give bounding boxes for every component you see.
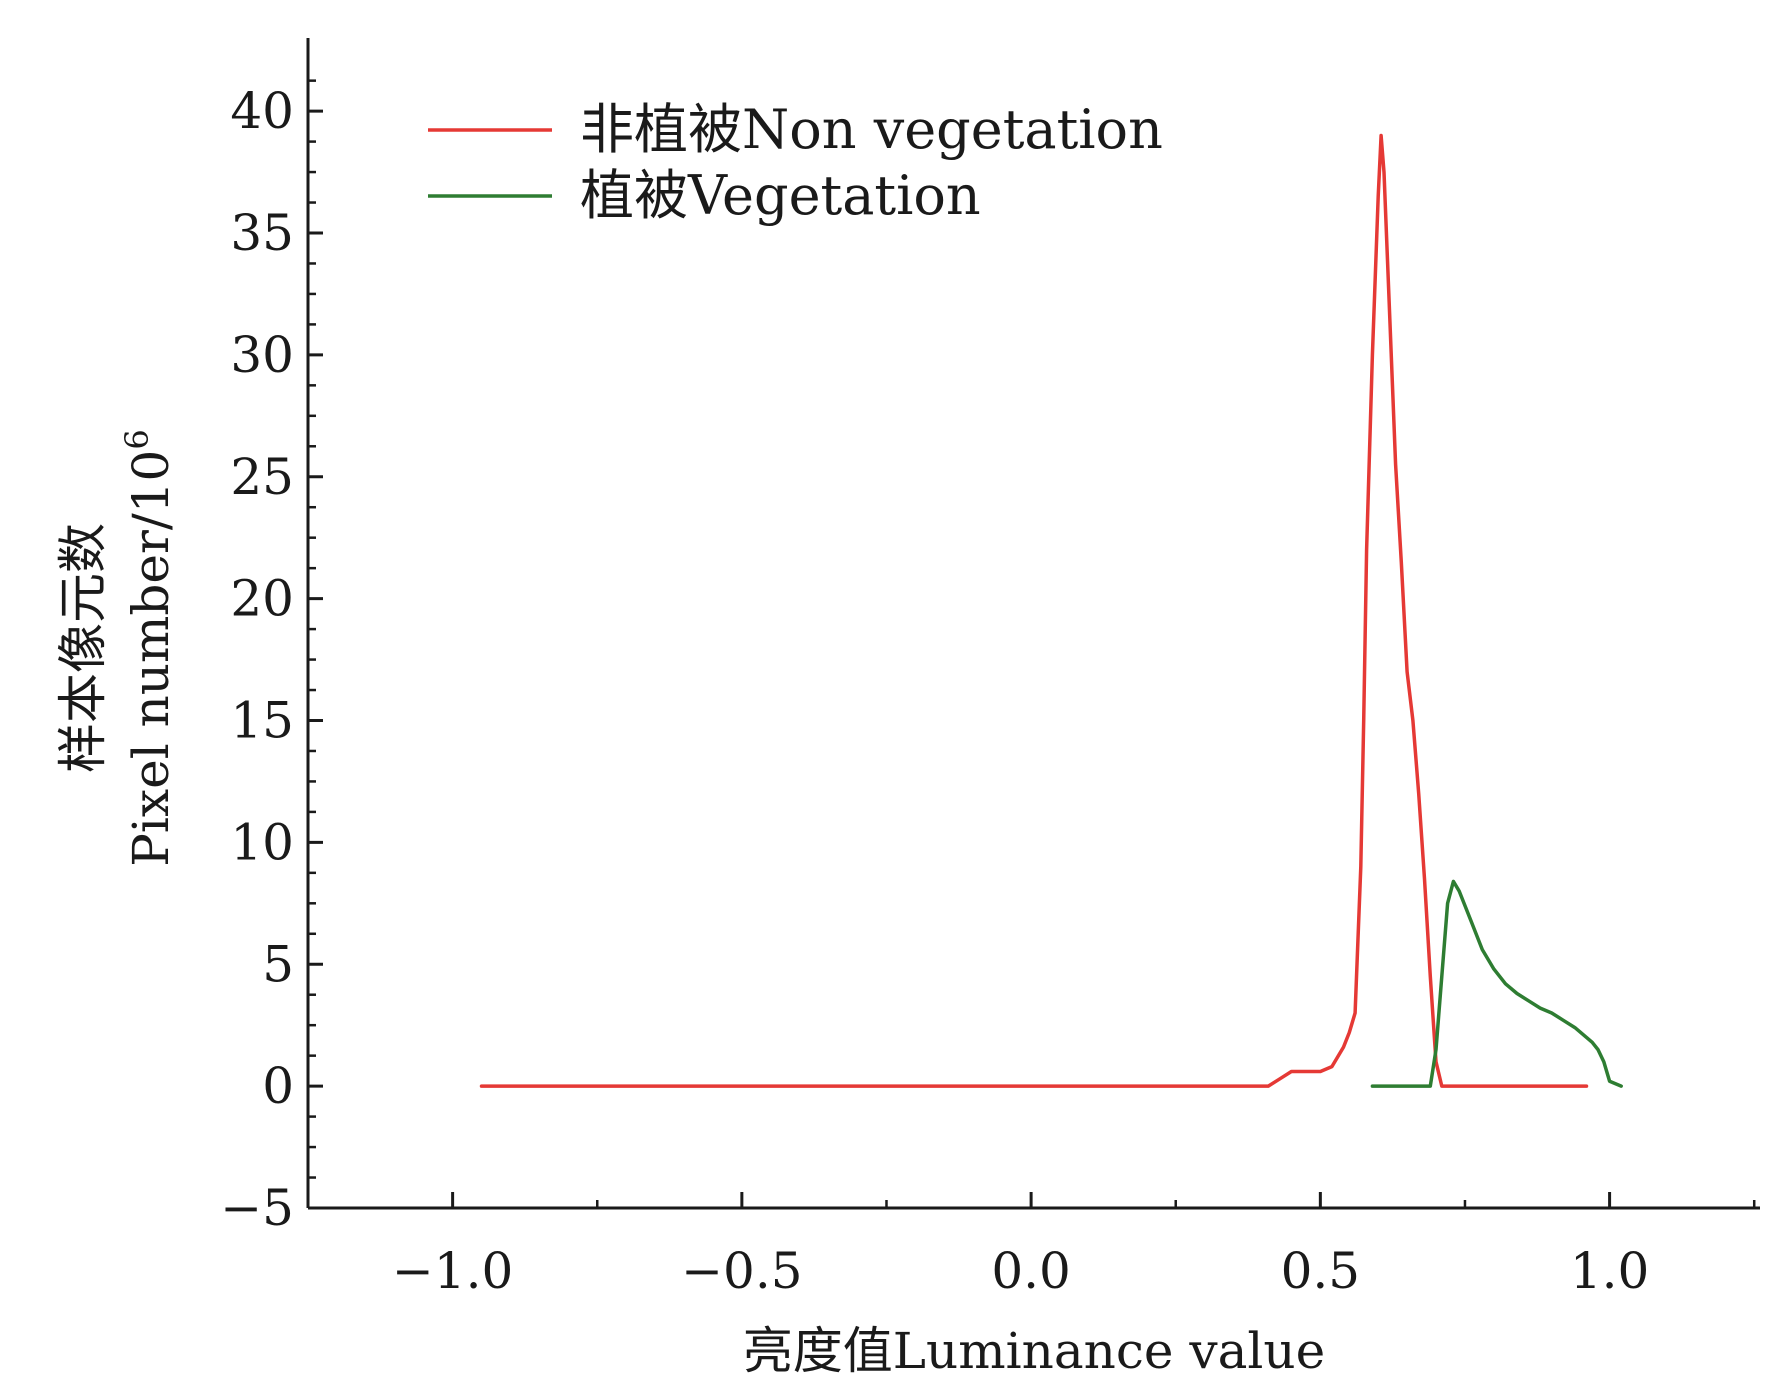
y-axis-title-english-text: Pixel number/10: [122, 450, 180, 867]
x-tick-label: 0.5: [1281, 1242, 1361, 1300]
x-ticks: −1.0 −0.5 0.0 0.5 1.0: [306, 1192, 1756, 1300]
y-tick-label: 0: [262, 1057, 294, 1115]
y-tick-label: 5: [262, 935, 294, 993]
x-tick-label: 1.0: [1570, 1242, 1650, 1300]
x-tick-label: −1.0: [392, 1242, 513, 1300]
y-tick-label: 40: [230, 82, 294, 140]
plot-area: [479, 133, 1623, 1088]
series-line-non-vegetation: [479, 133, 1589, 1088]
y-tick-label: 35: [230, 204, 294, 262]
y-tick-label: 20: [230, 570, 294, 628]
legend-label: 非植被Non vegetation: [580, 98, 1163, 161]
y-tick-label: 10: [230, 813, 294, 871]
y-axis-title-english: Pixel number/106: [118, 429, 180, 866]
y-ticks: −5 0 5 10 15 20 25 30 35 40: [220, 79, 323, 1237]
x-tick-label: 0.0: [991, 1242, 1071, 1300]
legend-label: 植被Vegetation: [580, 164, 981, 227]
y-tick-label: 25: [230, 448, 294, 506]
series-line-vegetation: [1370, 879, 1623, 1088]
x-axis-title: 亮度值Luminance value: [743, 1322, 1325, 1380]
y-tick-label: −5: [220, 1179, 294, 1237]
y-axis-title-exponent: 6: [118, 429, 156, 449]
y-tick-label: 30: [230, 326, 294, 384]
y-axis-title: 样本像元数 Pixel number/106: [54, 429, 180, 866]
y-axis-title-chinese: 样本像元数: [54, 523, 112, 773]
y-tick-label: 15: [230, 692, 294, 750]
x-tick-label: −0.5: [681, 1242, 802, 1300]
axes: [306, 38, 1760, 1210]
